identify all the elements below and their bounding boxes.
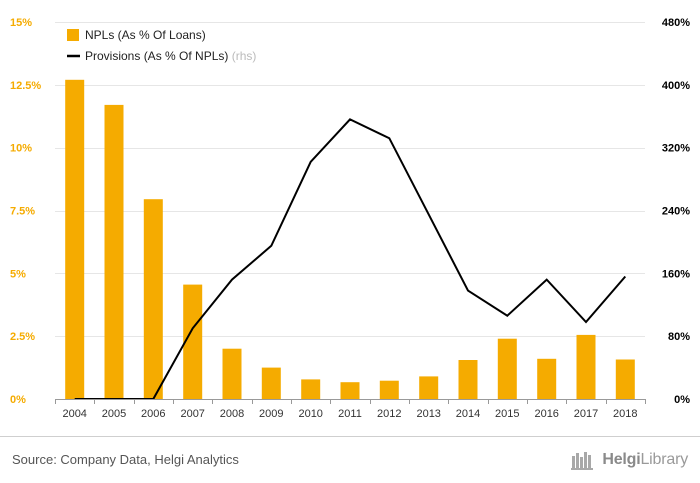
bar [379,380,399,399]
line-series [74,118,627,400]
bar [497,338,517,399]
right-tick-label: 480% [662,17,690,29]
bar [261,367,281,399]
legend: NPLs (As % Of Loans) Provisions (As % Of … [67,28,256,63]
x-tick-label: 2005 [102,408,126,420]
bar [537,358,557,399]
logo-text-library: Library [640,451,688,468]
bar [301,379,321,399]
right-tick-label: 400% [662,80,690,92]
footer: Source: Company Data, Helgi Analytics He… [0,436,700,483]
x-tick-label: 2013 [416,408,440,420]
x-tick-label: 2010 [298,408,322,420]
left-tick-label: 2.5% [10,331,35,343]
bar [458,360,478,399]
x-tick-label: 2004 [62,408,86,420]
series-line [74,118,627,400]
x-tick-label: 2007 [180,408,204,420]
left-tick-label: 12.5% [10,80,41,92]
bar [615,359,635,399]
helgi-library-logo: HelgiLibrary [571,449,688,471]
source-note: Source: Company Data, Helgi Analytics [12,452,239,467]
x-tick-label: 2016 [534,408,558,420]
left-tick-label: 5% [10,268,26,280]
x-tick-label: 2012 [377,408,401,420]
bar [65,79,85,400]
bar-series [65,79,635,400]
legend-label: NPLs (As % Of Loans) [85,28,206,42]
legend-label: Provisions (As % Of NPLs) (rhs) [85,49,256,63]
x-tick-label: 2006 [141,408,165,420]
left-tick-label: 15% [10,17,32,29]
x-tick-label: 2014 [456,408,480,420]
logo-text: HelgiLibrary [602,451,688,469]
right-tick-label: 80% [668,331,690,343]
legend-rhs-suffix: (rhs) [232,49,257,63]
right-tick-label: 0% [674,394,690,406]
x-tick-label: 2018 [613,408,637,420]
x-tick-label: 2008 [220,408,244,420]
x-tick-label: 2015 [495,408,519,420]
bar [419,376,439,399]
bar [576,334,596,399]
bar [222,348,242,399]
x-tick-label: 2011 [338,408,362,420]
library-icon [571,452,594,470]
logo-text-helgi: Helgi [602,451,641,468]
axes: 2004 2005 2006 2007 2008 2009 2010 2011 2012 2013… [10,17,690,420]
left-tick-label: 10% [10,143,32,155]
x-tick-label: 2009 [259,408,283,420]
left-tick-label: 0% [10,394,26,406]
bar [143,199,163,399]
x-tick-label: 2017 [574,408,598,420]
right-tick-label: 320% [662,143,690,155]
legend-swatch-bar [67,29,79,41]
bar [340,382,360,399]
footer-divider [0,436,700,437]
chart-svg: 2004 2005 2006 2007 2008 2009 2010 2011 2012 2013… [10,17,690,420]
right-tick-label: 160% [662,268,690,280]
left-tick-label: 7.5% [10,206,35,218]
right-tick-label: 240% [662,206,690,218]
bar [183,284,203,399]
bar [104,104,124,400]
